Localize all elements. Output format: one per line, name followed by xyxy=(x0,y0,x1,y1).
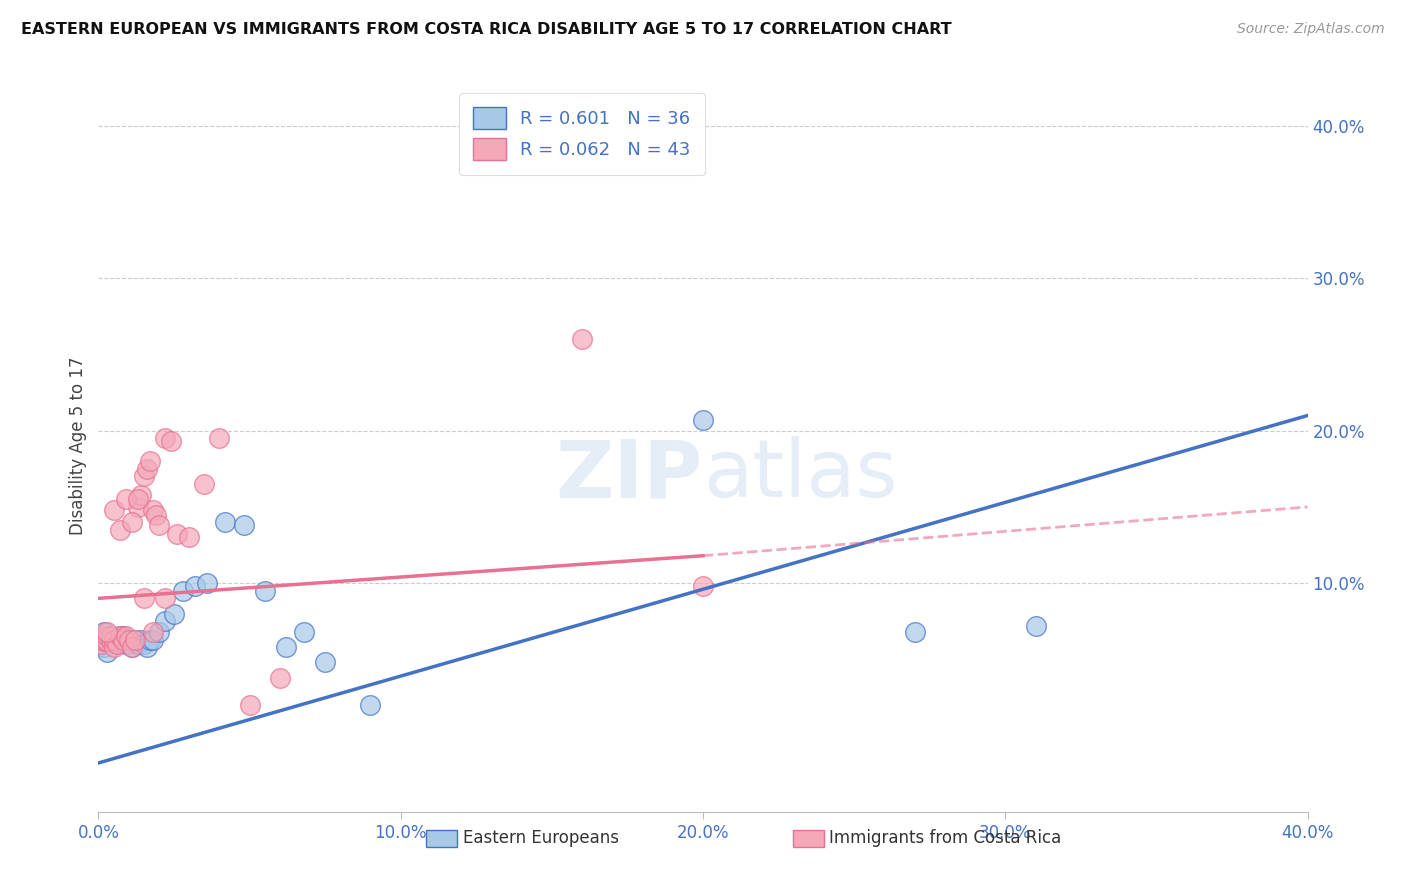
Point xyxy=(100,630,122,644)
Point xyxy=(195,576,218,591)
Point xyxy=(904,624,927,639)
Point xyxy=(93,624,115,639)
Point xyxy=(163,607,186,621)
Text: Immigrants from Costa Rica: Immigrants from Costa Rica xyxy=(830,830,1062,847)
Point xyxy=(124,632,146,647)
Text: Eastern Europeans: Eastern Europeans xyxy=(463,830,619,847)
Text: EASTERN EUROPEAN VS IMMIGRANTS FROM COSTA RICA DISABILITY AGE 5 TO 17 CORRELATIO: EASTERN EUROPEAN VS IMMIGRANTS FROM COST… xyxy=(21,22,952,37)
Point xyxy=(184,579,207,593)
Legend: R = 0.601   N = 36, R = 0.062   N = 43: R = 0.601 N = 36, R = 0.062 N = 43 xyxy=(458,93,706,175)
Point xyxy=(145,508,167,522)
Point xyxy=(253,583,276,598)
Point xyxy=(135,462,157,476)
Point xyxy=(142,624,165,639)
Point xyxy=(96,632,118,647)
Point xyxy=(269,671,291,685)
Point xyxy=(114,492,136,507)
Point xyxy=(132,469,155,483)
Point xyxy=(100,632,122,647)
Point xyxy=(96,645,118,659)
Point xyxy=(121,515,143,529)
Point xyxy=(153,614,176,628)
Point xyxy=(108,630,131,644)
Point xyxy=(103,632,125,647)
Point xyxy=(103,640,125,655)
Point xyxy=(121,640,143,655)
Point xyxy=(148,624,170,639)
Point xyxy=(103,503,125,517)
Text: ZIP: ZIP xyxy=(555,436,703,515)
Point xyxy=(108,523,131,537)
Point xyxy=(114,630,136,644)
Point xyxy=(314,656,336,670)
Point xyxy=(96,630,118,644)
Point xyxy=(160,434,183,449)
Point xyxy=(292,624,315,639)
Text: atlas: atlas xyxy=(703,436,897,515)
Point xyxy=(100,634,122,648)
Point xyxy=(127,492,149,507)
Point xyxy=(127,500,149,514)
Point xyxy=(127,637,149,651)
Point xyxy=(208,431,231,445)
Point xyxy=(105,637,128,651)
Point xyxy=(692,579,714,593)
Point xyxy=(692,413,714,427)
Point xyxy=(172,583,194,598)
Point xyxy=(132,637,155,651)
Point xyxy=(103,632,125,647)
Point xyxy=(135,640,157,655)
Point xyxy=(360,698,382,712)
Point xyxy=(108,630,131,644)
Y-axis label: Disability Age 5 to 17: Disability Age 5 to 17 xyxy=(69,357,87,535)
Point xyxy=(153,591,176,606)
Point xyxy=(93,632,115,647)
Point xyxy=(129,488,152,502)
Point xyxy=(214,515,236,529)
Point xyxy=(166,527,188,541)
Point xyxy=(571,332,593,346)
Point xyxy=(118,632,141,647)
Point xyxy=(96,624,118,639)
Point xyxy=(193,477,215,491)
Point xyxy=(148,518,170,533)
Point xyxy=(111,632,134,647)
Point xyxy=(105,637,128,651)
Point xyxy=(142,632,165,647)
Point xyxy=(274,640,297,655)
Point xyxy=(118,637,141,651)
Point xyxy=(132,591,155,606)
Point xyxy=(124,632,146,647)
Point xyxy=(232,518,254,533)
Point xyxy=(93,640,115,655)
Point xyxy=(93,634,115,648)
Point xyxy=(129,632,152,647)
Point xyxy=(121,640,143,655)
Point xyxy=(96,634,118,648)
Point xyxy=(90,637,112,651)
Point xyxy=(114,637,136,651)
Point xyxy=(111,630,134,644)
Point xyxy=(153,431,176,445)
Point xyxy=(142,503,165,517)
Text: Source: ZipAtlas.com: Source: ZipAtlas.com xyxy=(1237,22,1385,37)
Point xyxy=(239,698,262,712)
Point xyxy=(139,454,162,468)
Point xyxy=(139,632,162,647)
Point xyxy=(1024,619,1046,633)
Point xyxy=(90,637,112,651)
Point xyxy=(179,530,201,544)
